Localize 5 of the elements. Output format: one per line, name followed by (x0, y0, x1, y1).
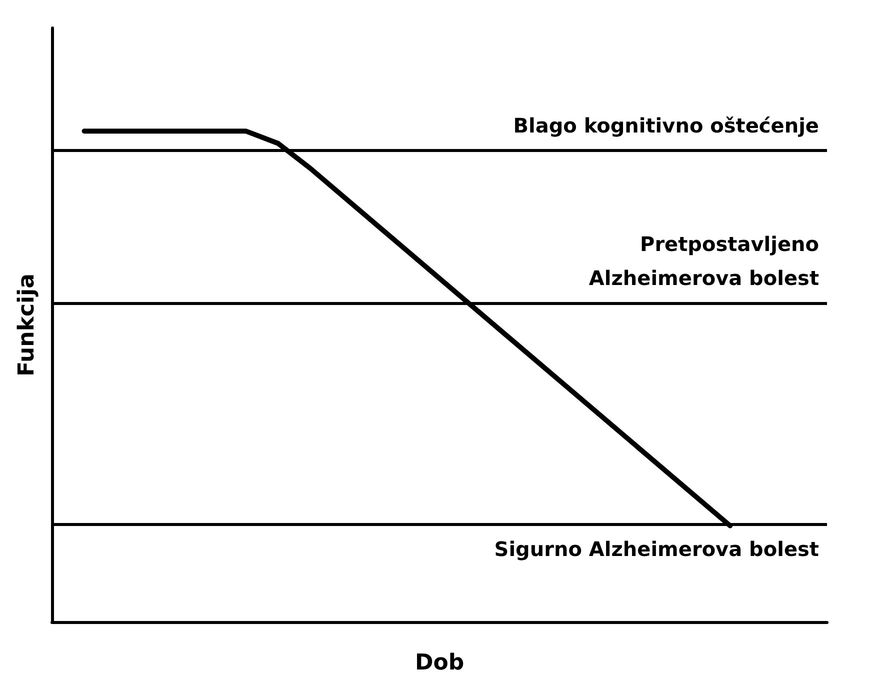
x-axis-title: Dob (414, 650, 464, 676)
ref-line-label: Blago kognitivno oštećenje (513, 114, 819, 138)
ref-line-label: Sigurno Alzheimerova bolest (494, 536, 820, 561)
ref-line-label: Pretpostavljeno Alzheimerova bolest (588, 232, 820, 290)
y-axis-title: Funkcija (14, 274, 40, 376)
